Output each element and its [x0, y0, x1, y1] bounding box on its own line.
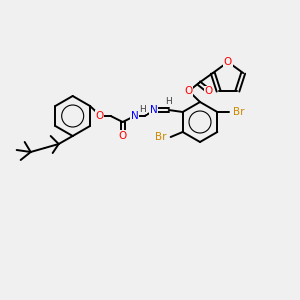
Text: O: O [185, 86, 193, 96]
Text: H: H [139, 104, 146, 113]
Text: N: N [131, 111, 139, 121]
Text: O: O [96, 111, 104, 121]
Text: Br: Br [155, 132, 167, 142]
Text: O: O [224, 57, 232, 67]
Text: O: O [118, 131, 127, 141]
Text: Br: Br [233, 107, 245, 117]
Text: H: H [165, 98, 172, 106]
Text: N: N [150, 105, 158, 115]
Text: O: O [205, 86, 213, 96]
